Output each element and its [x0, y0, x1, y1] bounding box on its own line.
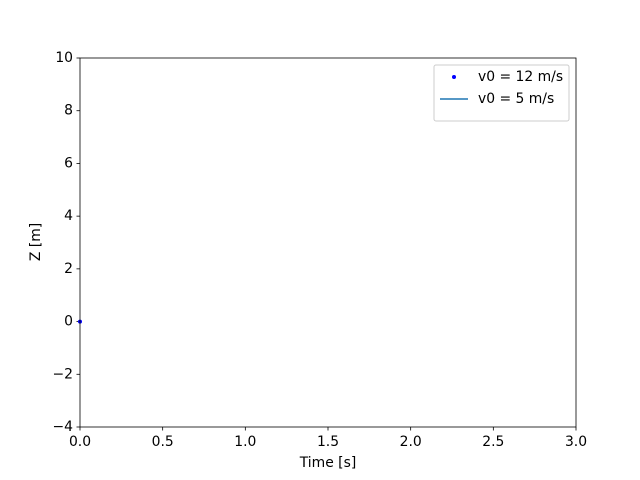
x-tick-label: 0.0 [69, 434, 91, 450]
legend-label: v0 = 12 m/s [478, 69, 563, 85]
legend-label: v0 = 5 m/s [478, 91, 554, 107]
x-tick-label: 1.0 [234, 434, 256, 450]
x-axis-label: Time [s] [299, 455, 357, 471]
x-tick-label: 2.5 [482, 434, 504, 450]
x-tick-label: 1.5 [317, 434, 339, 450]
x-tick-label: 2.0 [400, 434, 422, 450]
y-tick-label: −2 [53, 366, 73, 382]
legend-marker [452, 75, 456, 79]
x-tick-label: 0.5 [152, 434, 174, 450]
y-tick-label: 8 [64, 103, 73, 119]
y-tick-label: 2 [64, 261, 73, 277]
y-tick-label: 10 [55, 50, 73, 66]
y-tick-label: 0 [64, 314, 73, 330]
legend-box [433, 64, 570, 122]
y-tick-label: 6 [64, 155, 73, 171]
plot-frame [79, 57, 577, 428]
x-tick-label: 3.0 [565, 434, 587, 450]
y-tick-label: −4 [53, 419, 74, 435]
y-axis-label: Z [m] [28, 223, 44, 261]
y-tick-label: 4 [64, 208, 73, 224]
